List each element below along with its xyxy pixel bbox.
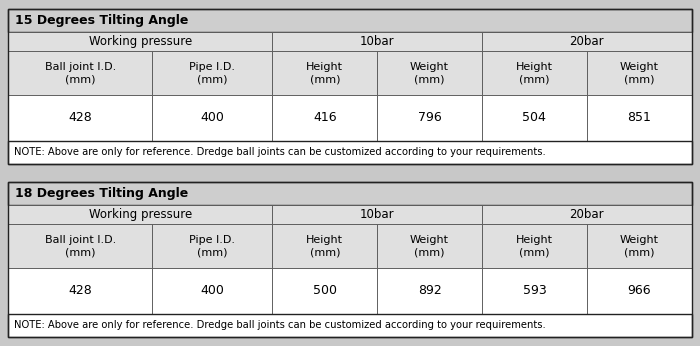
Bar xyxy=(587,51,692,95)
Bar xyxy=(8,31,272,51)
Bar xyxy=(272,224,377,268)
Bar xyxy=(482,31,692,51)
Bar xyxy=(482,204,692,224)
Bar xyxy=(272,31,482,51)
Text: Weight
(mm): Weight (mm) xyxy=(620,62,659,84)
Bar xyxy=(8,313,692,337)
Text: Weight
(mm): Weight (mm) xyxy=(410,235,449,257)
Bar xyxy=(377,224,482,268)
Bar xyxy=(272,268,377,313)
Text: Ball joint I.D.
(mm): Ball joint I.D. (mm) xyxy=(45,235,116,257)
Bar xyxy=(482,51,587,95)
Bar xyxy=(8,224,152,268)
Text: Height
(mm): Height (mm) xyxy=(307,235,343,257)
Bar xyxy=(152,268,272,313)
Text: Height
(mm): Height (mm) xyxy=(516,235,553,257)
Text: 428: 428 xyxy=(69,284,92,298)
Text: 416: 416 xyxy=(313,111,337,125)
Bar xyxy=(152,51,272,95)
Text: 20bar: 20bar xyxy=(570,35,604,48)
Text: 10bar: 10bar xyxy=(360,35,395,48)
Bar xyxy=(8,182,692,337)
Text: 593: 593 xyxy=(522,284,546,298)
Bar xyxy=(8,51,152,95)
Text: 892: 892 xyxy=(418,284,442,298)
Text: 796: 796 xyxy=(418,111,442,125)
Bar xyxy=(8,182,692,204)
Text: 18 Degrees Tilting Angle: 18 Degrees Tilting Angle xyxy=(15,186,189,200)
Text: 500: 500 xyxy=(313,284,337,298)
Text: Weight
(mm): Weight (mm) xyxy=(620,235,659,257)
Bar xyxy=(152,224,272,268)
Text: 20bar: 20bar xyxy=(570,208,604,221)
Bar xyxy=(8,268,152,313)
Text: Height
(mm): Height (mm) xyxy=(516,62,553,84)
Text: Weight
(mm): Weight (mm) xyxy=(410,62,449,84)
Text: 428: 428 xyxy=(69,111,92,125)
Bar xyxy=(8,9,692,31)
Bar xyxy=(272,204,482,224)
Text: 966: 966 xyxy=(627,284,651,298)
Bar xyxy=(272,51,377,95)
Text: Working pressure: Working pressure xyxy=(89,35,192,48)
Bar xyxy=(482,95,587,140)
Bar xyxy=(272,95,377,140)
Text: Ball joint I.D.
(mm): Ball joint I.D. (mm) xyxy=(45,62,116,84)
Text: 851: 851 xyxy=(627,111,651,125)
Bar xyxy=(8,140,692,164)
Text: Pipe I.D.
(mm): Pipe I.D. (mm) xyxy=(189,235,235,257)
Text: 504: 504 xyxy=(522,111,546,125)
Text: Height
(mm): Height (mm) xyxy=(307,62,343,84)
Text: Working pressure: Working pressure xyxy=(89,208,192,221)
Bar xyxy=(587,224,692,268)
Bar xyxy=(587,95,692,140)
Bar xyxy=(377,268,482,313)
Bar xyxy=(377,51,482,95)
Bar xyxy=(8,204,272,224)
Text: NOTE: Above are only for reference. Dredge ball joints can be customized accordi: NOTE: Above are only for reference. Dred… xyxy=(14,147,546,157)
Text: 15 Degrees Tilting Angle: 15 Degrees Tilting Angle xyxy=(15,13,189,27)
Bar xyxy=(482,268,587,313)
Bar xyxy=(587,268,692,313)
Bar xyxy=(377,95,482,140)
Text: 400: 400 xyxy=(200,111,224,125)
Text: 10bar: 10bar xyxy=(360,208,395,221)
Bar xyxy=(482,224,587,268)
Bar xyxy=(8,9,692,164)
Bar xyxy=(152,95,272,140)
Bar xyxy=(8,95,152,140)
Text: NOTE: Above are only for reference. Dredge ball joints can be customized accordi: NOTE: Above are only for reference. Dred… xyxy=(14,320,546,330)
Text: Pipe I.D.
(mm): Pipe I.D. (mm) xyxy=(189,62,235,84)
Text: 400: 400 xyxy=(200,284,224,298)
